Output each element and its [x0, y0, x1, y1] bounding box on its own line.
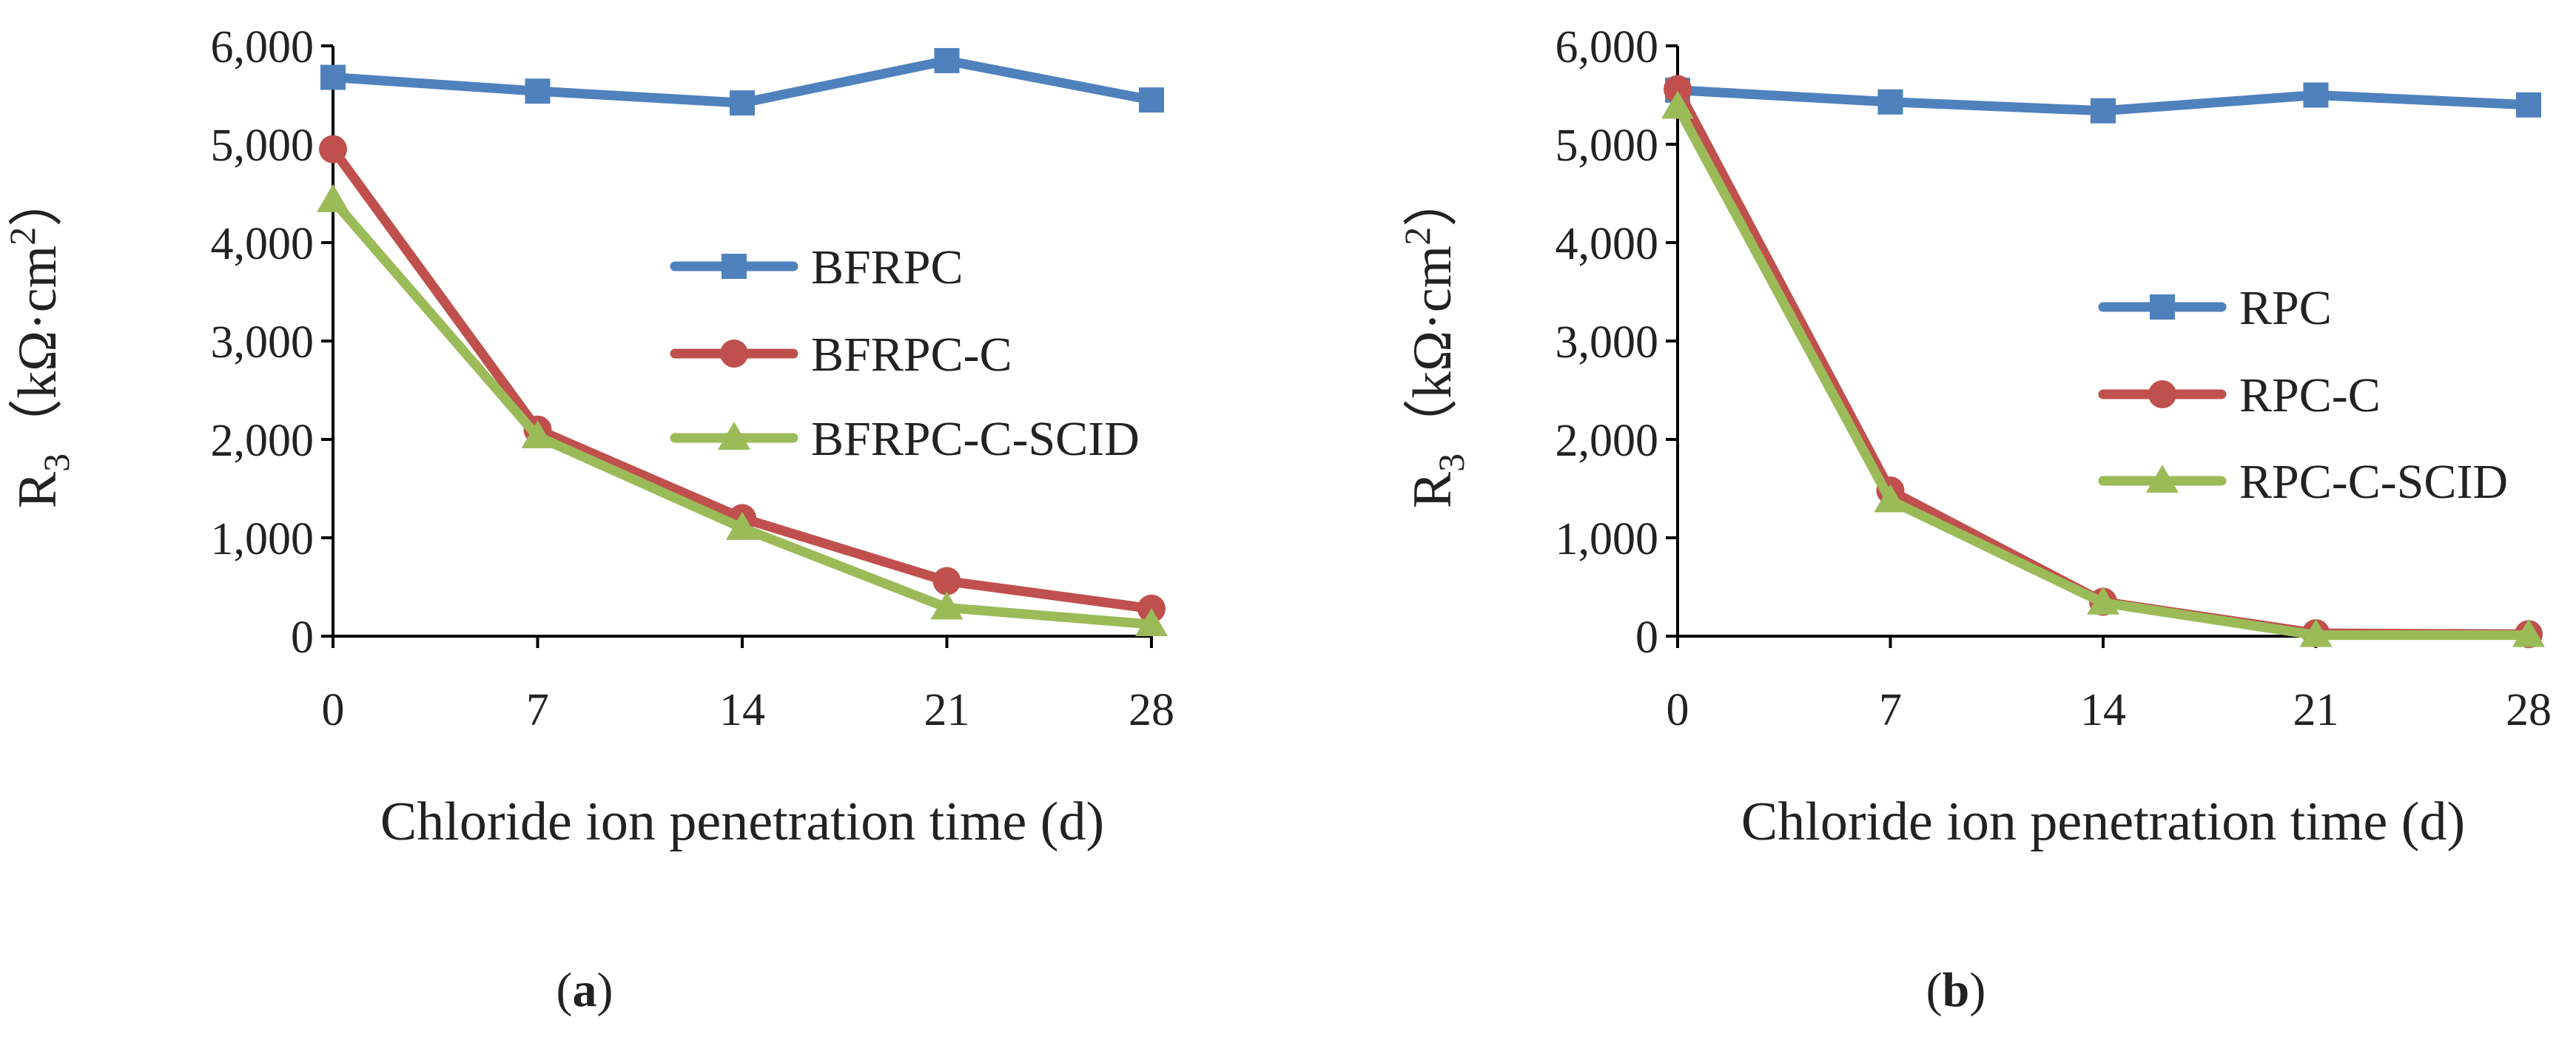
panel-label-open: (: [556, 963, 573, 1017]
panel-label: (b): [1926, 963, 1986, 1017]
chart-panel-a: 0 1,000 2,000 3,000 4,000 5,000 6,000 0 7 14 21 28 C…: [1, 22, 1174, 1017]
y-axis-title: R3（kΩ·cm2）: [1, 172, 77, 508]
y-tick-label: 0: [1635, 613, 1658, 663]
circle-marker: [319, 135, 347, 163]
series-rpc: [1665, 77, 2541, 124]
triangle-marker: [1874, 484, 1907, 513]
square-marker: [934, 47, 960, 73]
x-tick-label: 28: [1129, 685, 1174, 735]
x-tick-label: 14: [719, 685, 765, 735]
y-axis-title-unit: （kΩ·cm: [1402, 246, 1463, 453]
legend-entry-bfrpc-c-scid: BFRPC-C-SCID: [670, 412, 1140, 466]
square-marker: [2091, 98, 2116, 124]
x-tick-label: 21: [924, 685, 970, 735]
triangle-marker: [718, 422, 750, 450]
square-marker: [1139, 87, 1164, 113]
legend-label: RPC-C-SCID: [2239, 455, 2508, 509]
x-tick-label: 21: [2293, 685, 2339, 735]
y-axis-title-superscript: 2: [1, 227, 43, 246]
legend-label: RPC: [2239, 281, 2332, 335]
y-tick-label: 4,000: [1556, 219, 1659, 269]
y-axis-title-close: ）: [7, 172, 68, 227]
y-axis-title-main: R: [7, 471, 68, 508]
x-tick-label: 14: [2080, 685, 2126, 735]
triangle-marker: [521, 420, 554, 449]
square-marker: [722, 254, 747, 279]
x-axis-title: Chloride ion penetration time (d): [1741, 792, 2465, 852]
panel-label-letter: b: [1943, 963, 1970, 1017]
y-tick-label: 0: [291, 613, 314, 663]
y-tick-label: 5,000: [1556, 121, 1659, 171]
y-tick-label: 6,000: [211, 22, 315, 72]
square-marker: [320, 64, 346, 90]
y-axis-title-subscript: 3: [36, 453, 77, 472]
square-marker: [2303, 82, 2329, 108]
legend-entry-rpc-c: RPC-C: [2098, 368, 2381, 422]
triangle-marker: [930, 591, 964, 620]
square-marker: [2516, 92, 2541, 118]
chart-panel-b: 0 1,000 2,000 3,000 4,000 5,000 6,000 0 7 14 21 28 C…: [1396, 22, 2552, 1017]
y-tick-label: 2,000: [211, 416, 315, 466]
y-tick-label: 3,000: [211, 317, 315, 368]
circle-marker: [2148, 380, 2176, 408]
series-rpc-c-scid: [1661, 90, 2545, 647]
x-axis-title: Chloride ion penetration time (d): [380, 792, 1104, 852]
y-tick-label: 2,000: [1556, 416, 1659, 466]
y-axis-title-unit: （kΩ·cm: [7, 246, 68, 453]
legend-entry-bfrpc: BFRPC: [670, 240, 963, 294]
triangle-marker: [317, 183, 349, 212]
circle-marker: [932, 567, 961, 595]
y-tick-label: 1,000: [1556, 514, 1659, 564]
legend-label: BFRPC-C: [811, 328, 1012, 382]
square-marker: [1877, 89, 1903, 115]
y-axis-title-subscript: 3: [1430, 453, 1472, 472]
legend-label: RPC-C: [2239, 368, 2381, 422]
triangle-marker: [1661, 90, 1694, 119]
panel-label-close: ): [597, 963, 613, 1017]
series-line: [1672, 101, 2534, 641]
series-bfrpc-c-scid: [317, 183, 1168, 637]
y-tick-label: 1,000: [211, 514, 315, 564]
y-tick-label: 5,000: [211, 121, 315, 171]
panel-label-close: ): [1969, 963, 1985, 1017]
y-axis-title-superscript: 2: [1396, 227, 1438, 246]
x-tick-label: 7: [1879, 685, 1902, 735]
panel-label-open: (: [1926, 963, 1943, 1017]
panel-label: (a): [556, 963, 613, 1017]
series-line: [1672, 84, 2534, 639]
triangle-marker: [1135, 608, 1168, 637]
y-tick-label: 6,000: [1556, 22, 1659, 72]
circle-marker: [720, 340, 748, 368]
square-marker: [730, 90, 755, 116]
series-bfrpc: [320, 47, 1164, 116]
legend-label: BFRPC: [811, 240, 963, 294]
legend-entry-rpc: RPC: [2098, 281, 2332, 335]
y-axis-title: R3（kΩ·cm2）: [1396, 172, 1472, 508]
series-rpc-c: [1664, 75, 2543, 649]
x-tick-label: 0: [322, 685, 345, 735]
square-marker: [2150, 294, 2175, 320]
triangle-marker: [2299, 618, 2333, 647]
y-tick-label: 3,000: [1556, 317, 1659, 368]
triangle-marker: [2087, 586, 2119, 615]
panel-label-letter: a: [573, 963, 597, 1017]
y-axis-title-close: ）: [1402, 172, 1463, 227]
legend-entry-bfrpc-c: BFRPC-C: [670, 328, 1012, 382]
legend-label: BFRPC-C-SCID: [811, 412, 1140, 466]
circle-marker: [1664, 75, 1692, 104]
triangle-marker: [2146, 465, 2179, 493]
triangle-marker: [2512, 618, 2545, 647]
series-bfrpc-c: [319, 135, 1166, 623]
x-tick-label: 0: [1667, 685, 1689, 735]
legend-entry-rpc-c-scid: RPC-C-SCID: [2098, 455, 2508, 509]
triangle-marker: [726, 511, 759, 540]
square-marker: [525, 78, 551, 104]
y-tick-label: 4,000: [211, 219, 315, 269]
y-axis-title-main: R: [1402, 471, 1463, 508]
x-tick-label: 28: [2506, 685, 2552, 735]
x-tick-label: 7: [526, 685, 549, 735]
